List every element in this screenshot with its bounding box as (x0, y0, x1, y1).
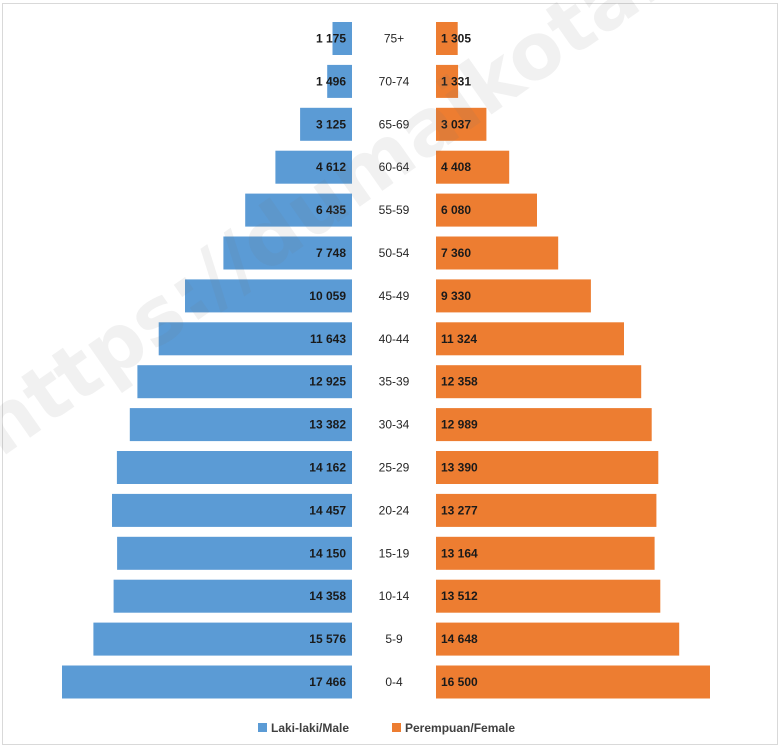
female-value-label: 9 330 (441, 289, 471, 303)
female-bar-0-4 (436, 665, 710, 699)
female-value-label: 13 512 (441, 589, 478, 603)
female-bar-55-59 (436, 193, 537, 227)
male-value-label: 3 125 (316, 117, 346, 131)
male-value-label: 4 612 (316, 160, 346, 174)
female-bar-50-54 (436, 236, 559, 270)
female-value-label: 6 080 (441, 203, 471, 217)
male-value-label: 14 358 (309, 589, 346, 603)
male-bar-55-59 (245, 193, 352, 227)
age-group-label: 60-64 (379, 160, 410, 174)
age-group-label: 50-54 (379, 246, 410, 260)
age-group-label: 15-19 (379, 546, 410, 560)
age-group-label: 75+ (384, 32, 404, 46)
female-bar-20-24 (436, 493, 657, 527)
male-bar-30-34 (129, 408, 352, 442)
legend-male-label: Laki-laki/Male (271, 721, 349, 735)
male-bar-20-24 (112, 493, 352, 527)
female-value-label: 14 648 (441, 632, 478, 646)
female-bar-65-69 (436, 107, 487, 141)
age-group-label: 25-29 (379, 461, 410, 475)
male-bar-5-9 (93, 622, 353, 656)
female-value-label: 11 324 (441, 332, 477, 346)
age-group-label: 10-14 (379, 589, 410, 603)
female-bar-10-14 (436, 579, 661, 613)
age-group-label: 70-74 (379, 74, 410, 88)
male-value-label: 10 059 (309, 289, 346, 303)
female-value-label: 1 305 (441, 32, 471, 46)
age-group-label: 65-69 (379, 117, 410, 131)
male-value-label: 14 457 (309, 503, 346, 517)
age-group-label: 55-59 (379, 203, 410, 217)
age-group-label: 5-9 (385, 632, 403, 646)
male-value-label: 1 175 (316, 32, 346, 46)
male-bar-35-39 (137, 365, 352, 399)
male-value-label: 15 576 (309, 632, 346, 646)
legend-female-swatch (392, 723, 401, 732)
male-value-label: 6 435 (316, 203, 346, 217)
male-value-label: 12 925 (309, 375, 346, 389)
age-group-label: 35-39 (379, 375, 410, 389)
legend-female-label: Perempuan/Female (405, 721, 515, 735)
male-bar-75+ (332, 22, 352, 55)
chart-frame (2, 3, 778, 745)
female-value-label: 7 360 (441, 246, 471, 260)
male-bar-40-44 (158, 322, 352, 356)
female-value-label: 1 331 (441, 74, 471, 88)
female-value-label: 16 500 (441, 675, 478, 689)
male-bar-60-64 (275, 150, 352, 184)
female-bar-60-64 (436, 150, 510, 184)
female-value-label: 3 037 (441, 117, 471, 131)
male-bars: 1 175 1 496 3 125 4 612 6 435 7 748 10 059 11 6… (62, 22, 353, 699)
male-value-label: 1 496 (316, 74, 346, 88)
female-value-label: 4 408 (441, 160, 471, 174)
female-value-label: 12 358 (441, 375, 478, 389)
male-value-label: 17 466 (309, 675, 346, 689)
female-bar-45-49 (436, 279, 591, 313)
male-bar-50-54 (223, 236, 352, 270)
male-value-label: 14 162 (309, 461, 346, 475)
female-bar-35-39 (436, 365, 642, 399)
female-bar-30-34 (436, 408, 652, 442)
age-group-labels: 75+ 70-74 65-69 60-64 55-59 50-54 45-49 40-44 35… (379, 32, 410, 690)
female-bar-25-29 (436, 451, 659, 484)
age-group-label: 45-49 (379, 289, 410, 303)
male-bar-25-29 (116, 451, 353, 484)
female-bar-75+ (436, 22, 458, 55)
age-group-label: 20-24 (379, 503, 410, 517)
female-bar-70-74 (436, 64, 459, 98)
age-group-label: 0-4 (385, 675, 403, 689)
age-group-label: 40-44 (379, 332, 410, 346)
female-value-label: 13 277 (441, 503, 478, 517)
female-value-label: 13 390 (441, 461, 478, 475)
female-bar-40-44 (436, 322, 624, 356)
male-value-label: 14 150 (309, 546, 346, 560)
female-value-label: 13 164 (441, 546, 478, 560)
age-group-label: 30-34 (379, 418, 410, 432)
male-bar-15-19 (117, 536, 352, 570)
male-bar-65-69 (300, 107, 352, 141)
male-value-label: 7 748 (316, 246, 346, 260)
male-bar-45-49 (185, 279, 352, 313)
male-bar-10-14 (113, 579, 352, 613)
female-bar-15-19 (436, 536, 655, 570)
female-value-label: 12 989 (441, 418, 478, 432)
legend: Laki-laki/Male Perempuan/Female (258, 721, 515, 735)
legend-male-swatch (258, 723, 267, 732)
male-value-label: 11 643 (310, 332, 346, 346)
female-bar-5-9 (436, 622, 680, 656)
male-bar-70-74 (327, 64, 352, 98)
female-bars: 1 305 1 331 3 037 4 408 6 080 7 360 9 330 11 32… (436, 22, 710, 699)
male-value-label: 13 382 (309, 418, 346, 432)
male-bar-0-4 (62, 665, 352, 699)
